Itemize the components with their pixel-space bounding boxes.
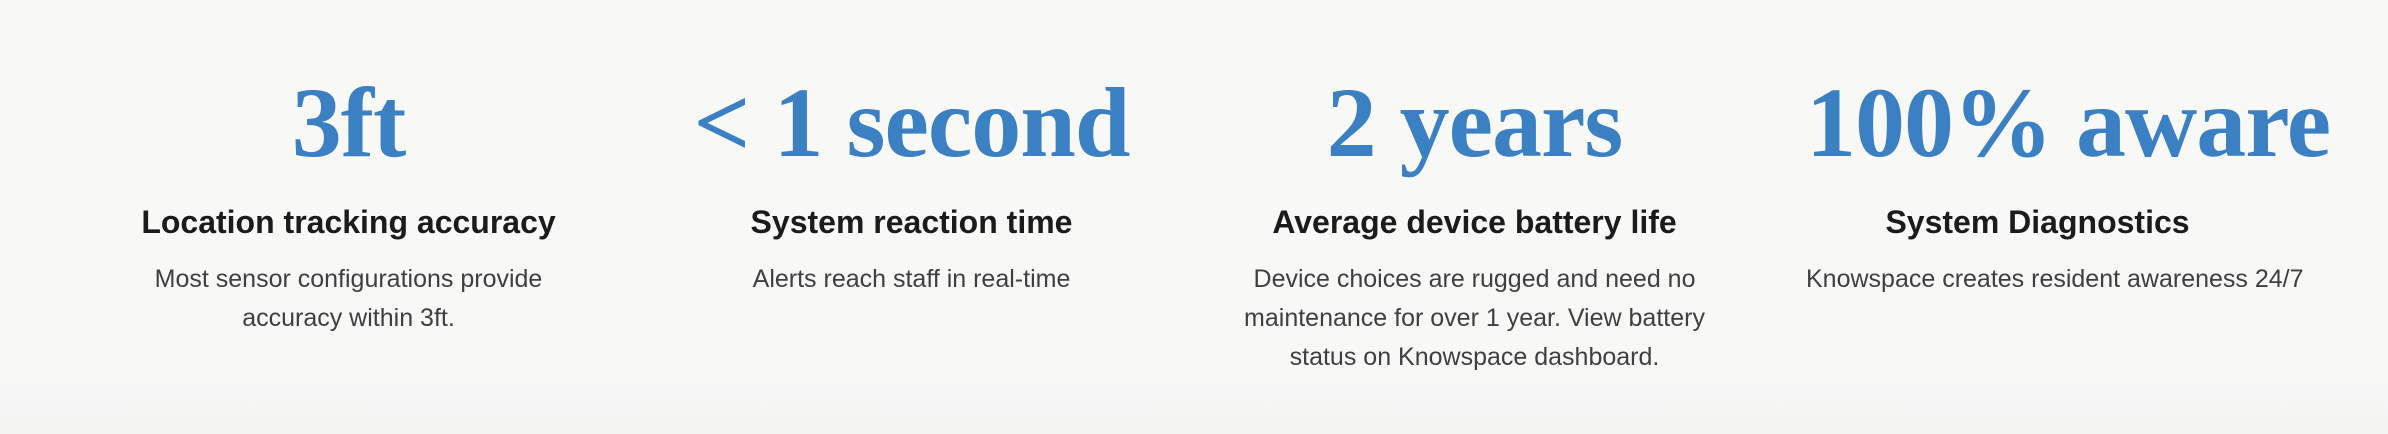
stat-value: 3ft	[291, 67, 407, 178]
stat-title: System Diagnostics	[1885, 204, 2190, 240]
stat-reaction-time: < 1 second System reaction time Alerts r…	[630, 70, 1193, 434]
stat-description: Alerts reach staff in real-time	[752, 265, 1071, 293]
stat-value: 100% aware	[1806, 67, 2331, 178]
stat-value: 2 years	[1326, 67, 1624, 178]
stat-title: Location tracking accuracy	[141, 204, 556, 240]
stat-location-accuracy: 3ft Location tracking accuracy Most sens…	[67, 70, 630, 434]
stat-value: < 1 second	[693, 67, 1131, 178]
stats-row: 3ft Location tracking accuracy Most sens…	[67, 67, 2331, 434]
stat-description: Knowspace creates resident awareness 24/…	[1806, 265, 2304, 293]
stat-description: Most sensor configurations provide accur…	[154, 265, 543, 332]
stat-title: Average device battery life	[1272, 204, 1677, 240]
stat-title: System reaction time	[750, 204, 1073, 240]
stat-description: Device choices are rugged and need no ma…	[1244, 265, 1705, 371]
stat-system-diagnostics: 100% aware System Diagnostics Knowspace …	[1756, 67, 2331, 434]
stat-battery-life: 2 years Average device battery life Devi…	[1193, 70, 1756, 434]
